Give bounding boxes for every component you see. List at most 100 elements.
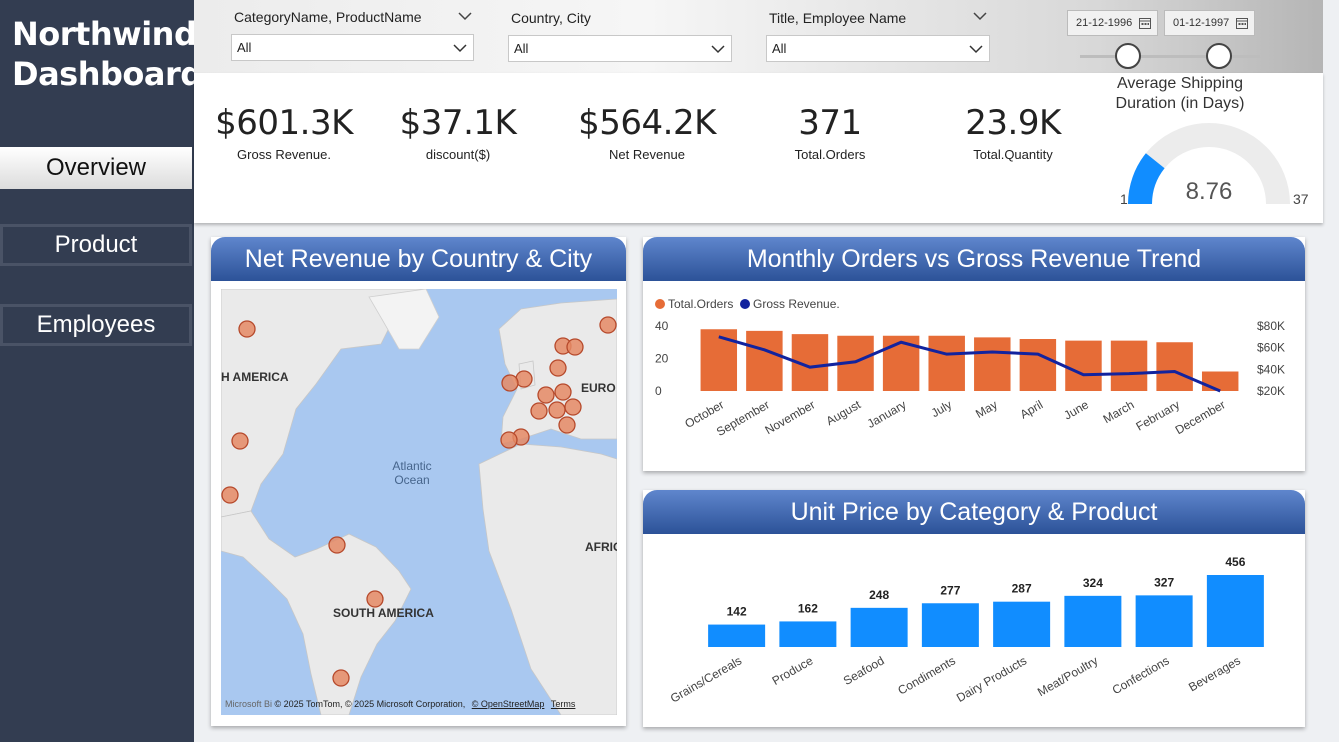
- africa-label: AFRIC: [585, 540, 617, 554]
- right-axis-tick: $40K: [1257, 362, 1285, 376]
- map-bubble[interactable]: [328, 536, 346, 554]
- kpi-value: $37.1K: [399, 103, 517, 143]
- category-filter-title: CategoryName, ProductName: [234, 9, 422, 25]
- date-range-start-handle[interactable]: [1115, 43, 1141, 69]
- date-range-slider-track[interactable]: [1080, 55, 1260, 58]
- nav-overview-button[interactable]: Overview: [0, 147, 192, 189]
- calendar-icon: [1139, 18, 1151, 29]
- price-bar[interactable]: [921, 603, 979, 647]
- map-credit: Microsoft Bi © 2025 TomTom, © 2025 Micro…: [225, 699, 575, 709]
- gauge-value: 8.76: [1186, 178, 1233, 205]
- data-label: 248: [869, 588, 889, 602]
- map-bubble[interactable]: [238, 320, 256, 338]
- price-bar[interactable]: [1135, 595, 1193, 647]
- africa-land: [478, 443, 617, 715]
- x-axis-tick: March: [1101, 397, 1137, 426]
- map-bubble[interactable]: [549, 359, 567, 377]
- x-axis-tick: November: [763, 397, 818, 437]
- employee-filter-select[interactable]: All: [766, 35, 990, 62]
- calendar-icon: [1236, 18, 1248, 29]
- x-axis-tick: Condiments: [895, 653, 957, 697]
- kpi-label: Total.Quantity: [973, 147, 1053, 162]
- orders-bar[interactable]: [746, 330, 783, 391]
- country-filter-select[interactable]: All: [508, 35, 732, 62]
- category-filter-value: All: [237, 40, 252, 55]
- x-axis-tick: Produce: [770, 653, 816, 688]
- x-axis-tick: Meat/Poultry: [1035, 653, 1100, 699]
- price-bar[interactable]: [1064, 595, 1122, 647]
- orders-bar[interactable]: [1019, 339, 1057, 391]
- category-filter-chevron-icon[interactable]: [458, 11, 472, 21]
- price-bar[interactable]: [779, 621, 837, 647]
- x-axis-tick: Grains/Cereals: [668, 653, 744, 705]
- price-bar[interactable]: [993, 601, 1051, 647]
- terms-link[interactable]: Terms: [550, 699, 576, 709]
- price-bar[interactable]: [1206, 575, 1264, 647]
- kpi-value: 371: [798, 103, 862, 143]
- kpi-value: $601.3K: [215, 103, 353, 143]
- map-bubble[interactable]: [558, 416, 576, 434]
- map-credit-text: © 2025 TomTom, © 2025 Microsoft Corporat…: [274, 699, 466, 709]
- trend-chart[interactable]: Total.Orders Gross Revenue. 0 20 40 $20K $4…: [643, 281, 1305, 471]
- right-axis-tick: $20K: [1257, 384, 1285, 398]
- employee-filter-chevron-icon[interactable]: [973, 11, 987, 21]
- map-bubble[interactable]: [564, 398, 582, 416]
- map-canvas[interactable]: H AMERICA SOUTH AMERICA EURO AFRIC Atlan…: [221, 289, 617, 715]
- kpi-label: Total.Orders: [794, 147, 866, 162]
- shipping-duration-gauge: 8.76 1 37: [1120, 123, 1308, 207]
- end-date-input[interactable]: 01-12-1997: [1164, 10, 1255, 36]
- map-bubble[interactable]: [332, 669, 350, 687]
- map-bubble[interactable]: [501, 374, 519, 392]
- kpi-total-orders: 371 Total.Orders: [740, 103, 920, 162]
- filter-bar: CategoryName, ProductName All Country, C…: [194, 0, 1323, 73]
- unit-price-chart[interactable]: 142 162 248 277 287 324 327 456 Grains/Cereals P…: [643, 534, 1305, 727]
- gross-revenue-line[interactable]: [718, 335, 1221, 393]
- x-axis-tick: January: [865, 397, 909, 430]
- orders-bar[interactable]: [928, 335, 965, 391]
- start-date-input[interactable]: 21-12-1996: [1067, 10, 1158, 36]
- x-axis-tick: Beverages: [1186, 653, 1243, 694]
- date-range-end-handle[interactable]: [1206, 43, 1232, 69]
- x-axis-tick: June: [1061, 397, 1091, 422]
- x-axis-tick: May: [973, 397, 1000, 420]
- x-axis-tick: July: [929, 397, 954, 420]
- map-bubble[interactable]: [530, 402, 548, 420]
- kpi-net-revenue: $564.2K Net Revenue: [557, 103, 737, 162]
- category-filter-select[interactable]: All: [231, 34, 474, 61]
- orders-bar[interactable]: [974, 337, 1011, 391]
- map-bubble[interactable]: [548, 401, 566, 419]
- trend-card-title: Monthly Orders vs Gross Revenue Trend: [643, 237, 1305, 281]
- x-axis-tick: Dairy Products: [954, 653, 1029, 704]
- orders-bar[interactable]: [1156, 342, 1193, 391]
- data-label: 327: [1154, 575, 1174, 589]
- nav-product-button[interactable]: Product: [0, 224, 192, 266]
- map-bubble[interactable]: [366, 590, 384, 608]
- gauge-fill: [1128, 153, 1165, 205]
- map-bubble[interactable]: [537, 386, 555, 404]
- south-america-label: SOUTH AMERICA: [333, 606, 434, 620]
- kpi-value: $564.2K: [578, 103, 716, 143]
- orders-bar[interactable]: [1110, 340, 1148, 391]
- x-axis-tick: August: [824, 397, 864, 428]
- price-bar[interactable]: [850, 607, 908, 647]
- revenue-map[interactable]: H AMERICA SOUTH AMERICA EURO AFRIC Atlan…: [221, 289, 617, 715]
- nav-employees-button[interactable]: Employees: [0, 304, 192, 346]
- map-bubble[interactable]: [566, 338, 584, 356]
- map-bubble[interactable]: [599, 316, 617, 334]
- kpi-label: discount($): [425, 147, 491, 162]
- map-bubble[interactable]: [221, 486, 239, 504]
- app-title-line1: Northwind: [12, 15, 197, 53]
- map-bubble[interactable]: [554, 383, 572, 401]
- chevron-down-icon: [453, 44, 467, 53]
- map-card: Net Revenue by Country & City H AMERICA …: [211, 237, 626, 726]
- map-bubble[interactable]: [231, 432, 249, 450]
- map-bubble[interactable]: [500, 431, 518, 449]
- bing-logo: Microsoft Bi: [225, 699, 273, 709]
- orders-bar[interactable]: [700, 329, 738, 391]
- orders-bar[interactable]: [1201, 371, 1239, 392]
- data-label: 142: [727, 605, 747, 619]
- price-bar[interactable]: [708, 624, 766, 647]
- osm-link[interactable]: © OpenStreetMap: [471, 699, 545, 709]
- orders-bar[interactable]: [1065, 340, 1102, 391]
- x-axis-tick: April: [1018, 397, 1046, 421]
